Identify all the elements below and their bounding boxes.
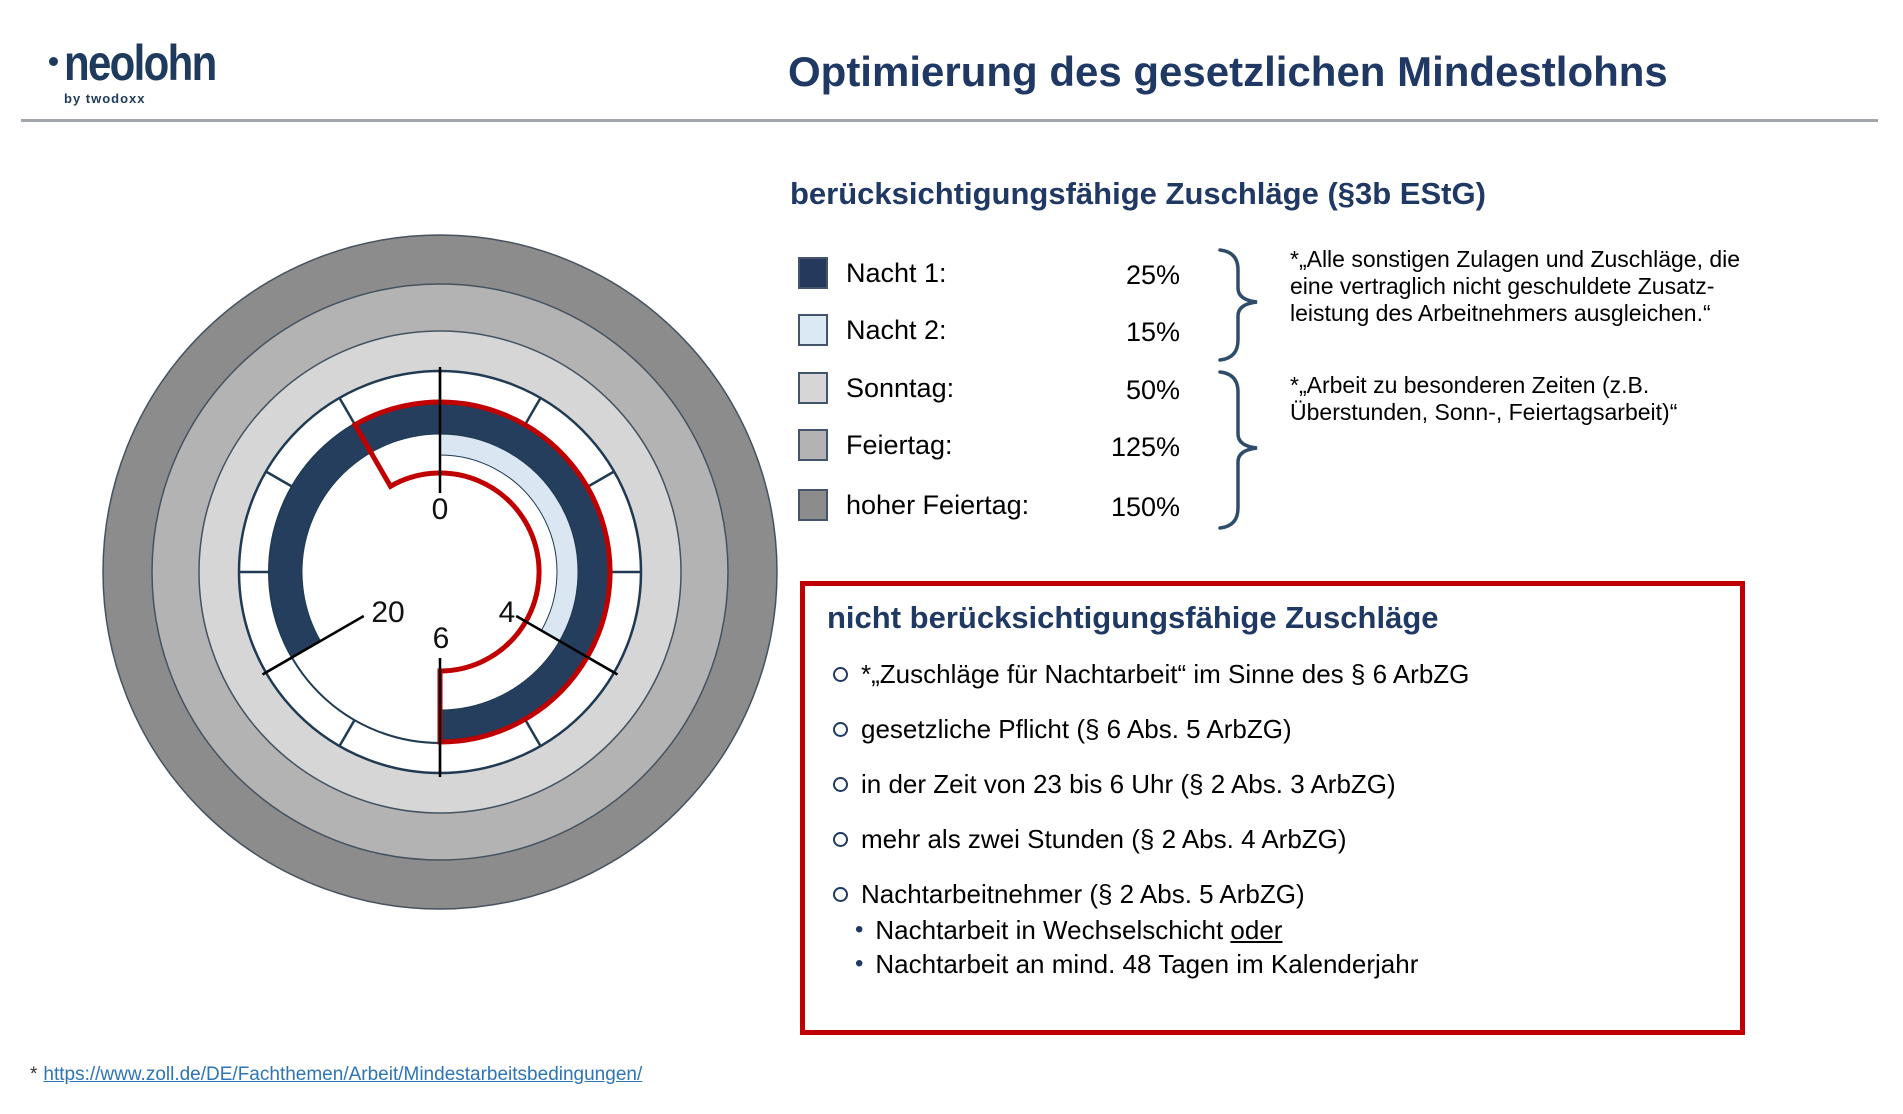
annotation-line: *„Arbeit zu besonderen Zeiten (z.B. — [1290, 372, 1650, 398]
hour-line-20 — [261, 614, 365, 676]
clock-label-6: 6 — [433, 622, 450, 655]
legend-item-feiertag: Feiertag: — [798, 428, 953, 462]
bullet-text: in der Zeit von 23 bis 6 Uhr (§ 2 Abs. 3… — [861, 769, 1396, 799]
sub-bullet-item: • Nachtarbeit an mind. 48 Tagen im Kalen… — [855, 947, 1740, 981]
circle-bullet-icon — [833, 667, 848, 682]
annotation-night-supplements: *„Alle sonstigen Zulagen und Zuschläge, … — [1290, 246, 1760, 327]
footnote: * https://www.zoll.de/DE/Fachthemen/Arbei… — [30, 1064, 642, 1086]
clock-label-20: 20 — [371, 596, 404, 629]
legend-item-hoher-feiertag: hoher Feiertag: — [798, 488, 1029, 522]
circle-bullet-icon — [833, 832, 848, 847]
legend-value-hoher-feiertag: 150% — [1110, 492, 1180, 522]
sub-bullet-item: • Nachtarbeit in Wechselschicht oder — [855, 913, 1740, 947]
annotation-special-times: *„Arbeit zu besonderen Zeiten (z.B. Über… — [1290, 372, 1760, 426]
feiertag-swatch — [798, 429, 828, 461]
legend-value-feiertag: 125% — [1110, 432, 1180, 462]
bullet-item: mehr als zwei Stunden (§ 2 Abs. 4 ArbZG) — [827, 822, 1740, 856]
excluded-box-heading: nicht berücksichtigungsfähige Zuschläge — [827, 600, 1439, 635]
bullet-text: *„Zuschläge für Nachtarbeit“ im Sinne de… — [861, 659, 1470, 689]
bullet-item: *„Zuschläge für Nachtarbeit“ im Sinne de… — [827, 657, 1740, 691]
annotation-line: leistung des Arbeitnehmers ausgleichen.“ — [1290, 300, 1711, 326]
header-divider — [21, 119, 1878, 122]
logo-wordmark: neolohn — [64, 35, 217, 91]
footnote-marker: * — [30, 1064, 38, 1085]
page-title: Optimierung des gesetzlichen Mindestlohn… — [788, 48, 1668, 95]
legend-value-nacht1: 25% — [1125, 260, 1180, 290]
sub-bullet-text: Nachtarbeit an mind. 48 Tagen im Kalende… — [875, 949, 1419, 979]
legend-label: Nacht 2: — [846, 314, 947, 345]
brace-icon — [1218, 370, 1258, 530]
bullet-text: mehr als zwei Stunden (§ 2 Abs. 4 ArbZG) — [861, 824, 1347, 854]
excluded-supplements-box: nicht berücksichtigungsfähige Zuschläge … — [800, 581, 1745, 1035]
legend-item-nacht1: Nacht 1: — [798, 256, 947, 290]
annotation-line: *„Alle sonstigen Zulagen und Zuschläge, … — [1290, 246, 1741, 272]
dot-bullet-icon: • — [855, 916, 864, 943]
bullet-text: Nachtarbeitnehmer (§ 2 Abs. 5 ArbZG) — [861, 879, 1305, 909]
nacht2-swatch — [798, 314, 828, 346]
dot-bullet-icon: • — [855, 950, 864, 977]
hoher-feiertag-swatch — [798, 489, 828, 521]
legend-item-nacht2: Nacht 2: — [798, 313, 947, 347]
bullet-text: gesetzliche Pflicht (§ 6 Abs. 5 ArbZG) — [861, 714, 1292, 744]
sonntag-swatch — [798, 372, 828, 404]
bullet-item: Nachtarbeitnehmer (§ 2 Abs. 5 ArbZG) — [827, 877, 1740, 911]
legend-label: Sonntag: — [846, 372, 955, 403]
legend-value-nacht2: 15% — [1125, 317, 1180, 347]
night-window-outline — [351, 399, 613, 745]
clock-label-4: 4 — [499, 596, 516, 629]
logo-byline: by twodoxx — [64, 91, 146, 106]
circle-bullet-icon — [833, 887, 848, 902]
legend-item-sonntag: Sonntag: — [798, 371, 954, 405]
legend-label: Nacht 1: — [846, 257, 947, 288]
nacht1-swatch — [798, 257, 828, 289]
underlined-word: oder — [1230, 915, 1283, 945]
sub-bullet-text: Nachtarbeit in Wechselschicht oder — [875, 915, 1283, 945]
hour-lines — [261, 367, 619, 777]
logo: neolohn by twodoxx — [49, 35, 244, 106]
annotation-line: Überstunden, Sonn-, Feiertagsarbeit)“ — [1290, 399, 1678, 425]
circle-bullet-icon — [833, 722, 848, 737]
sub-bullet-list: • Nachtarbeit in Wechselschicht oder • N… — [855, 913, 1740, 981]
footnote-link[interactable]: https://www.zoll.de/DE/Fachthemen/Arbeit… — [43, 1064, 643, 1085]
legend-label: Feiertag: — [846, 429, 953, 460]
bullet-item: gesetzliche Pflicht (§ 6 Abs. 5 ArbZG) — [827, 712, 1740, 746]
circle-bullet-icon — [833, 777, 848, 792]
logo-dot-icon — [49, 57, 58, 66]
brace-icon — [1218, 248, 1258, 362]
legend-value-sonntag: 50% — [1125, 375, 1180, 405]
hour-line-4 — [515, 614, 619, 676]
bullet-item: in der Zeit von 23 bis 6 Uhr (§ 2 Abs. 3… — [827, 767, 1740, 801]
legend-section-heading: berücksichtigungsfähige Zuschläge (§3b E… — [790, 176, 1486, 211]
legend-label: hoher Feiertag: — [846, 489, 1030, 520]
clock-diagram: 0 4 6 20 — [102, 234, 778, 910]
clock-label-0: 0 — [432, 493, 449, 526]
annotation-line: eine vertraglich nicht geschuldete Zusat… — [1290, 273, 1715, 299]
